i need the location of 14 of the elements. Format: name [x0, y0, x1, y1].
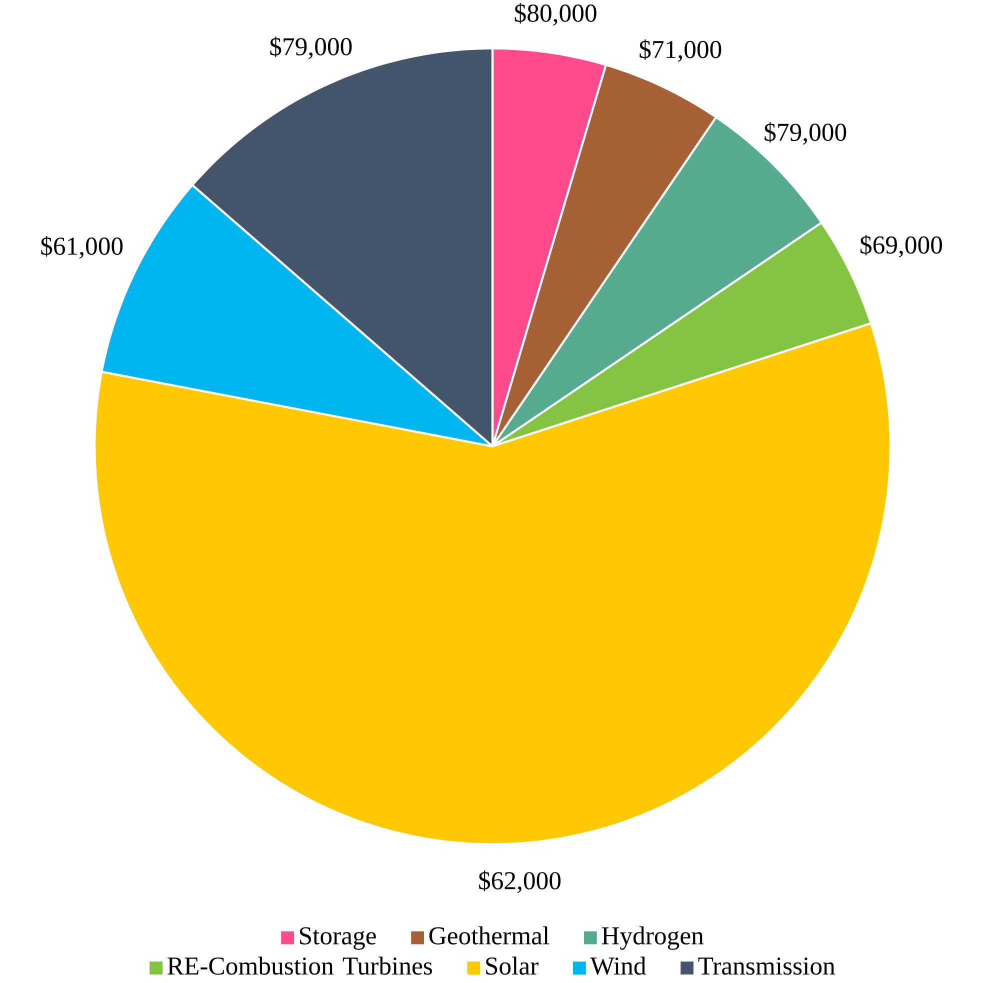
text: $71,000 [640, 39, 722, 62]
legend-label: Storage [300, 927, 376, 950]
legend-label: Wind [590, 956, 646, 975]
legend-label: Solar [486, 956, 538, 975]
text: $62,000 [479, 870, 561, 893]
text: $80,000 [514, 2, 596, 26]
text: $69,000 [860, 234, 942, 258]
legend-label: Hydrogen [602, 926, 704, 950]
legend-label: Transmission [698, 957, 836, 975]
text: $79,000 [764, 122, 846, 144]
text: $79,000 [270, 36, 352, 59]
text: $61,000 [41, 236, 123, 258]
legend-label: Geothermal [429, 926, 550, 944]
legend-label: RE-Combustion Turbines [168, 956, 432, 975]
